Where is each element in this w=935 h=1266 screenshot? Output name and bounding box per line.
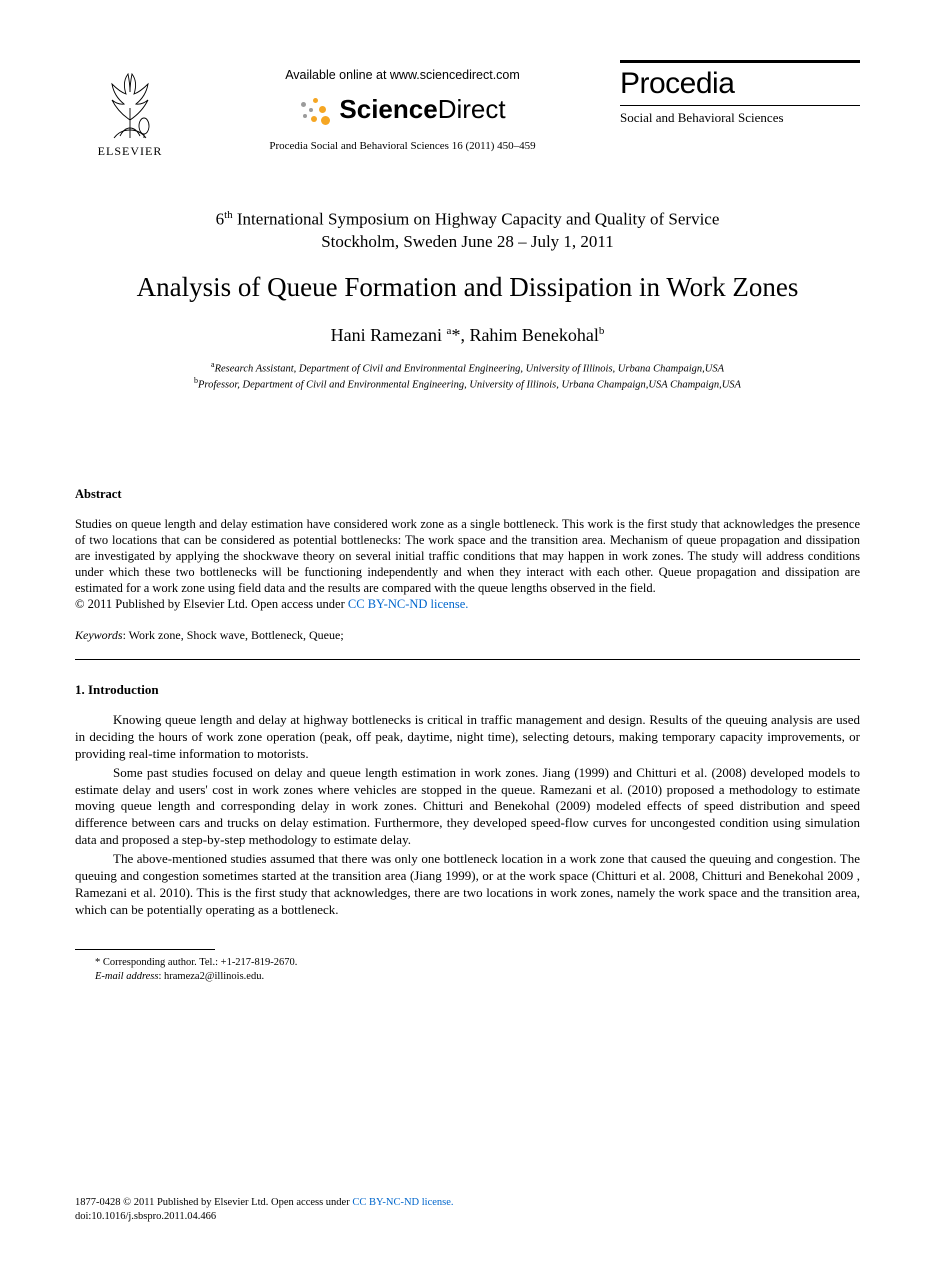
authors-line: Hani Ramezani a*, Rahim Benekohalb (75, 325, 860, 346)
procedia-title: Procedia (620, 69, 860, 99)
affiliation-a: aResearch Assistant, Department of Civil… (75, 360, 860, 376)
email-value: : hrameza2@illinois.edu. (158, 971, 264, 982)
intro-para-1: Knowing queue length and delay at highwa… (75, 712, 860, 763)
section-1-heading: 1. Introduction (75, 682, 860, 698)
doi-line: doi:10.1016/j.sbspro.2011.04.466 (75, 1210, 454, 1224)
copyright-prefix: © 2011 Published by Elsevier Ltd. (75, 597, 251, 611)
keywords-label: Keywords (75, 628, 123, 642)
intro-para-3: The above-mentioned studies assumed that… (75, 851, 860, 919)
author-2-affil-sup: b (599, 325, 605, 337)
copyright-line: © 2011 Published by Elsevier Ltd. Open a… (75, 597, 860, 612)
keywords-line: Keywords: Work zone, Shock wave, Bottlen… (75, 628, 860, 660)
issn-line: 1877-0428 © 2011 Published by Elsevier L… (75, 1196, 454, 1210)
bottom-license-link[interactable]: CC BY-NC-ND license. (352, 1197, 453, 1208)
affil-b-text: Professor, Department of Civil and Envir… (198, 379, 741, 390)
license-link[interactable]: CC BY-NC-ND license. (348, 597, 468, 611)
open-access-label: Open access under (251, 597, 348, 611)
email-line: E-mail address: hrameza2@illinois.edu. (95, 970, 860, 985)
sciencedirect-logo: ScienceDirect (185, 92, 620, 126)
author-2: Rahim Benekohal (469, 325, 598, 345)
header-center: Available online at www.sciencedirect.co… (185, 60, 620, 152)
bottom-publication-info: 1877-0428 © 2011 Published by Elsevier L… (75, 1196, 454, 1224)
elsevier-tree-icon (100, 70, 160, 140)
procedia-block: Procedia Social and Behavioral Sciences (620, 60, 860, 126)
abstract-heading: Abstract (75, 487, 860, 502)
keywords-text: : Work zone, Shock wave, Bottleneck, Que… (123, 628, 344, 642)
available-online-text: Available online at www.sciencedirect.co… (185, 68, 620, 82)
sciencedirect-dots-icon (299, 92, 333, 126)
conference-line-1: 6th International Symposium on Highway C… (75, 209, 860, 230)
elsevier-logo-block: ELSEVIER (75, 60, 185, 159)
email-label: E-mail address (95, 971, 158, 982)
abstract-text: Studies on queue length and delay estima… (75, 516, 860, 596)
sd-brand-light: Direct (438, 94, 506, 124)
abstract-block: Abstract Studies on queue length and del… (75, 487, 860, 612)
bottom-open-access: Open access under (271, 1197, 352, 1208)
corr-author-line: * Corresponding author. Tel.: +1-217-819… (95, 956, 860, 971)
affiliation-b: bProfessor, Department of Civil and Envi… (75, 376, 860, 392)
journal-header: ELSEVIER Available online at www.science… (75, 60, 860, 159)
author-1: Hani Ramezani (331, 325, 447, 345)
corresponding-author-footnote: * Corresponding author. Tel.: +1-217-819… (75, 956, 860, 985)
elsevier-label: ELSEVIER (75, 144, 185, 159)
conference-line-2: Stockholm, Sweden June 28 – July 1, 2011 (75, 232, 860, 252)
affil-a-text: Research Assistant, Department of Civil … (215, 363, 724, 374)
sciencedirect-wordmark: ScienceDirect (339, 94, 505, 125)
conf-ordinal-num: 6 (216, 210, 225, 229)
procedia-subtitle: Social and Behavioral Sciences (620, 105, 860, 126)
footnote-separator (75, 949, 215, 950)
paper-title: Analysis of Queue Formation and Dissipat… (75, 272, 860, 303)
intro-para-2: Some past studies focused on delay and q… (75, 765, 860, 849)
issn-prefix: 1877-0428 © 2011 Published by Elsevier L… (75, 1197, 271, 1208)
conf-ordinal-suffix: th (224, 209, 233, 221)
conference-info: 6th International Symposium on Highway C… (75, 209, 860, 252)
citation-line: Procedia Social and Behavioral Sciences … (185, 140, 620, 152)
conf-rest: International Symposium on Highway Capac… (233, 210, 720, 229)
sd-brand-bold: Science (339, 94, 437, 124)
